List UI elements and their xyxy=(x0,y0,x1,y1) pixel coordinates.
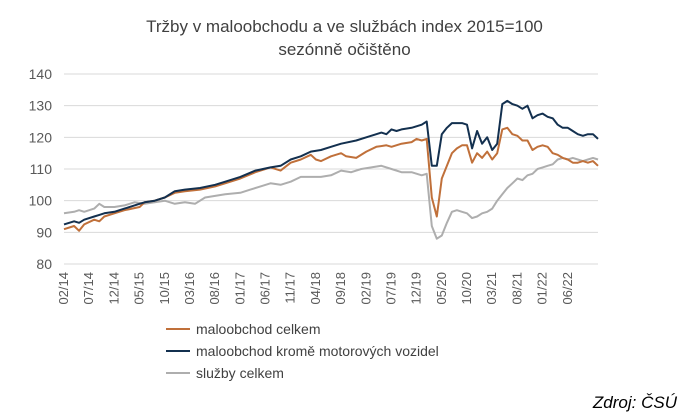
x-tick-label: 03/16 xyxy=(182,272,197,305)
y-tick-label: 80 xyxy=(36,256,52,272)
x-tick-label: 07/14 xyxy=(81,272,96,305)
legend-item-sluzby: služby celkem xyxy=(166,362,439,384)
x-tick-label: 01/17 xyxy=(232,272,247,305)
legend-item-maloobchod: maloobchod celkem xyxy=(166,318,439,340)
x-tick-label: 02/14 xyxy=(56,272,71,305)
y-tick-label: 120 xyxy=(29,129,53,145)
x-tick-label: 04/18 xyxy=(308,272,323,305)
x-tick-label: 10/15 xyxy=(157,272,172,305)
legend-label-sluzby: služby celkem xyxy=(196,365,284,381)
x-tick-label: 12/14 xyxy=(106,272,121,305)
x-tick-label: 01/22 xyxy=(535,272,550,305)
x-tick-label: 08/16 xyxy=(207,272,222,305)
chart-legend: maloobchod celkem maloobchod kromě motor… xyxy=(166,318,439,384)
series-line-sluzby xyxy=(63,156,599,240)
y-tick-label: 130 xyxy=(29,98,53,114)
x-tick-label: 05/15 xyxy=(132,272,147,305)
x-tick-label: 11/17 xyxy=(283,272,298,304)
legend-item-bez-motor: maloobchod kromě motorových vozidel xyxy=(166,340,439,362)
series-line-bez-motor xyxy=(63,99,599,226)
chart-subtitle: sezónně očištěno xyxy=(278,40,411,59)
x-tick-label: 03/21 xyxy=(484,272,499,305)
x-tick-label: 06/17 xyxy=(258,272,273,305)
x-tick-label: 12/19 xyxy=(409,272,424,305)
y-tick-label: 100 xyxy=(29,193,53,209)
source-note: Zdroj: ČSÚ xyxy=(592,393,677,412)
y-tick-label: 110 xyxy=(30,161,53,177)
x-tick-label: 06/22 xyxy=(560,272,575,305)
legend-swatch-bez-motor xyxy=(166,350,190,352)
x-tick-label: 08/21 xyxy=(509,272,524,305)
x-tick-label: 02/19 xyxy=(358,272,373,305)
chart-title: Tržby v maloobchodu a ve službách index … xyxy=(146,17,543,36)
x-tick-label: 07/19 xyxy=(383,272,398,305)
legend-label-bez-motor: maloobchod kromě motorových vozidel xyxy=(196,343,439,359)
legend-swatch-sluzby xyxy=(166,372,190,374)
y-tick-label: 140 xyxy=(29,66,53,82)
legend-label-maloobchod: maloobchod celkem xyxy=(196,321,321,337)
x-tick-label: 05/20 xyxy=(434,272,449,305)
x-tick-label: 09/18 xyxy=(333,272,348,305)
y-tick-label: 90 xyxy=(36,224,52,240)
legend-swatch-maloobchod xyxy=(166,328,190,330)
x-tick-label: 10/20 xyxy=(459,272,474,305)
